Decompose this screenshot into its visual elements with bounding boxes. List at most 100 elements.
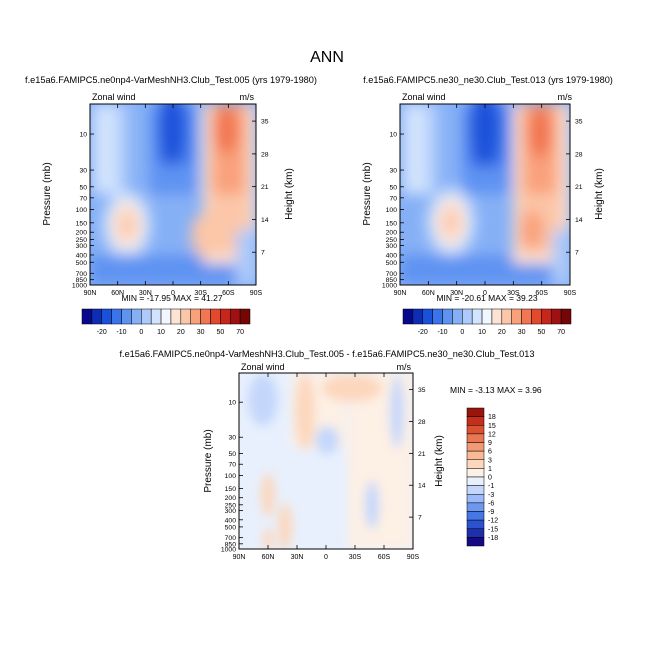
x-tick-label: 0 (171, 290, 175, 297)
y-tick-label: 50 (228, 451, 236, 458)
y-tick-label: 300 (386, 243, 398, 250)
colorbar-swatch (131, 308, 142, 325)
colorbar-label: -6 (488, 500, 494, 507)
y-tick-label: 300 (76, 243, 88, 250)
colorbar-swatch (239, 308, 251, 325)
panel-2-contour-field (400, 104, 570, 285)
y-tick-label: 300 (225, 508, 237, 515)
x-tick-label: 60S (222, 290, 235, 297)
colorbar-swatch (560, 308, 572, 325)
colorbar-label: 70 (557, 329, 565, 336)
panel-3-contour-field (239, 373, 413, 549)
colorbar-swatch (521, 308, 532, 325)
x-tick-label: 30S (349, 554, 362, 561)
panel-3-title: f.e15a6.FAMIPC5.ne0np4-VarMeshNH3.Club_T… (119, 349, 534, 359)
colorbar-label: 0 (488, 475, 492, 482)
colorbar-label: 50 (216, 329, 224, 336)
colorbar-label: 20 (177, 329, 185, 336)
colorbar-swatch (466, 528, 485, 538)
colorbar-swatch (550, 308, 562, 325)
panel-3-left-label: Zonal wind (241, 362, 285, 372)
colorbar-label: 0 (460, 329, 464, 336)
y-tick-label: 700 (386, 271, 398, 278)
colorbar-swatch (121, 308, 132, 325)
x-tick-label: 30S (194, 290, 207, 297)
panel-2-minmax: MIN = -20.61 MAX = 39.23 (436, 293, 537, 303)
colorbar-label: -9 (488, 509, 494, 516)
colorbar-swatch (531, 308, 542, 325)
y-tick-label: 850 (225, 541, 237, 548)
colorbar-swatch (160, 308, 172, 325)
colorbar-label: -20 (418, 329, 428, 336)
y2-tick-label: 35 (261, 119, 269, 126)
panel-1-contour-field (90, 104, 256, 285)
y-tick-label: 50 (389, 184, 397, 191)
x-tick-label: 30N (291, 554, 304, 561)
y-tick-label: 700 (76, 271, 88, 278)
colorbar-swatch (466, 502, 485, 512)
y-tick-label: 50 (79, 184, 87, 191)
y-tick-label: 500 (386, 260, 398, 267)
y-tick-label: 400 (225, 517, 237, 524)
x-tick-label: 30S (507, 290, 520, 297)
y-tick-label: 10 (79, 132, 87, 139)
y-tick-label: 200 (76, 230, 88, 237)
colorbar-swatch (170, 308, 182, 325)
y2-tick-label: 7 (261, 250, 265, 257)
colorbar-label: -10 (116, 329, 126, 336)
panel-2-ylabel: Pressure (mb) (362, 162, 373, 225)
colorbar-swatch (220, 308, 231, 325)
colorbar-label: 20 (498, 329, 506, 336)
y-tick-label: 70 (389, 195, 397, 202)
y-tick-label: 30 (389, 168, 397, 175)
y2-tick-label: 14 (261, 217, 269, 224)
panel-3-y2label: Height (km) (434, 435, 445, 487)
y2-tick-label: 7 (418, 515, 422, 522)
colorbar-swatch (491, 308, 503, 325)
colorbar-swatch (150, 308, 162, 325)
colorbar-swatch (101, 308, 112, 325)
colorbar-swatch (111, 308, 122, 325)
y2-tick-label: 35 (575, 119, 583, 126)
colorbar-label: -18 (488, 535, 498, 542)
colorbar-label: 10 (478, 329, 486, 336)
y-tick-label: 30 (79, 168, 87, 175)
colorbar-swatch (141, 308, 152, 325)
panel-3: f.e15a6.FAMIPC5.ne0np4-VarMeshNH3.Club_T… (119, 349, 541, 561)
colorbar-swatch (466, 416, 485, 426)
figure-title: ANN (310, 49, 344, 66)
colorbar-swatch (466, 442, 485, 452)
colorbar-swatch (466, 468, 485, 478)
x-tick-label: 30N (450, 290, 463, 297)
y-tick-label: 150 (225, 486, 237, 493)
y2-tick-label: 28 (261, 151, 269, 158)
x-tick-label: 60N (111, 290, 124, 297)
colorbar-swatch (452, 308, 463, 325)
colorbar-label: 12 (488, 431, 496, 438)
x-tick-label: 90S (407, 554, 420, 561)
panel-1-title: f.e15a6.FAMIPC5.ne0np4-VarMeshNH3.Club_T… (25, 75, 317, 85)
panel-2-axes: 90N 60N 30N 0 30S 60S 90S103050701001502002503… (382, 104, 583, 297)
panel-1-ylabel: Pressure (mb) (42, 162, 53, 225)
x-tick-label: 90N (233, 554, 246, 561)
colorbar-label: -15 (488, 526, 498, 533)
colorbar-swatch (466, 407, 485, 417)
y-tick-label: 500 (225, 524, 237, 531)
y-tick-label: 30 (228, 435, 236, 442)
panel-3-right-label: m/s (397, 362, 412, 372)
panel-1-y2label: Height (km) (284, 168, 295, 220)
colorbar-swatch (466, 485, 485, 495)
panel-2-title: f.e15a6.FAMIPC5.ne30_ne30.Club_Test.013 … (363, 75, 613, 85)
colorbar-swatch (200, 308, 211, 325)
colorbar-swatch (432, 308, 443, 325)
colorbar-swatch (229, 308, 241, 325)
y-tick-label: 1000 (382, 283, 397, 290)
y-tick-label: 100 (225, 473, 237, 480)
y2-tick-label: 28 (575, 151, 583, 158)
colorbar-swatch (466, 519, 485, 529)
panel-2-y2label: Height (km) (594, 168, 605, 220)
y2-tick-label: 14 (575, 217, 583, 224)
colorbar-label: 6 (488, 449, 492, 456)
